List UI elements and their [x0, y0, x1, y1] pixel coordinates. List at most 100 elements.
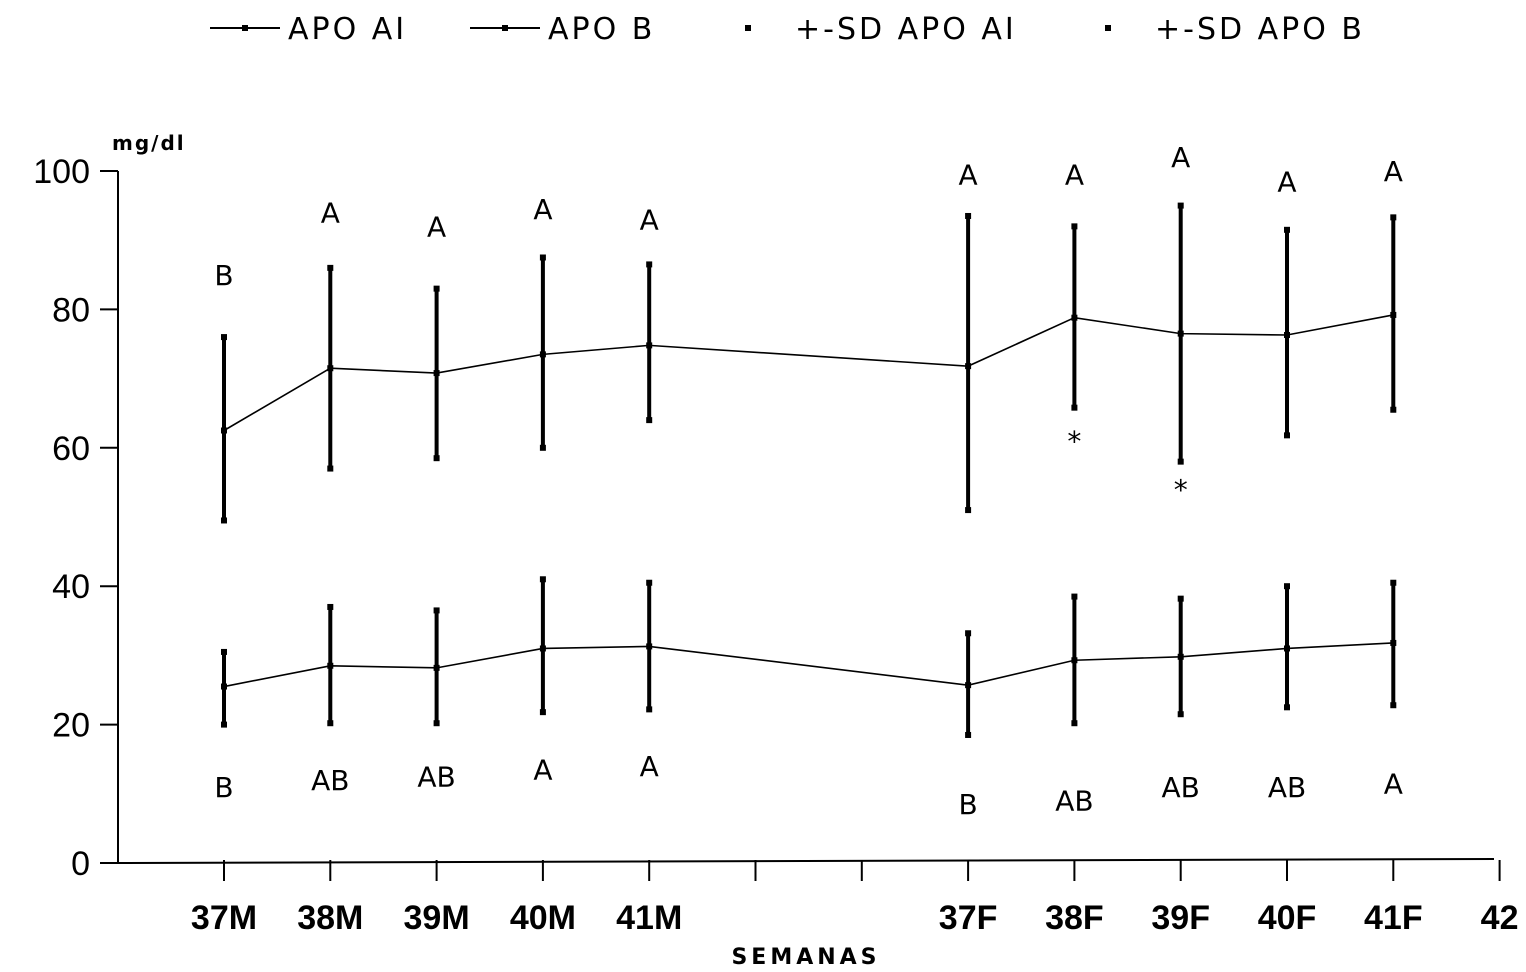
- significance-letter: A: [533, 193, 552, 226]
- legend-point-swatch: [502, 25, 508, 31]
- significance-letter: AB: [417, 761, 455, 794]
- series-2: [221, 576, 1397, 738]
- data-point: [221, 683, 227, 690]
- sd-upper-marker: [1177, 595, 1184, 602]
- annotation-asterisk: *: [1067, 425, 1081, 458]
- data-point: [965, 363, 972, 370]
- legend-label: +-SD APO AI: [795, 12, 1017, 47]
- x-tick-label: 38F: [1045, 899, 1104, 937]
- legend-entry: +-SD APO AI: [745, 12, 1017, 47]
- significance-letter: AB: [1268, 771, 1306, 804]
- sd-lower-marker: [1284, 432, 1290, 439]
- sd-lower-marker: [1071, 720, 1078, 727]
- significance-letter: B: [214, 259, 233, 292]
- x-tick-label: 42: [1481, 899, 1519, 937]
- x-tick-label: 40M: [510, 899, 576, 937]
- legend-label: APO AI: [288, 12, 407, 47]
- x-axis-line: [117, 858, 1495, 864]
- significance-letter: AB: [311, 764, 349, 797]
- legend: APO AI APO B +-SD APO AI +-SD APO B: [210, 12, 1365, 47]
- annotation-asterisk: *: [1174, 473, 1188, 506]
- sd-lower-marker: [646, 706, 653, 713]
- sd-lower-marker: [1284, 704, 1290, 711]
- sd-upper-marker: [433, 607, 440, 614]
- legend-point-swatch: [242, 25, 248, 31]
- data-point: [646, 342, 653, 349]
- data-point: [539, 351, 546, 358]
- sd-upper-marker: [221, 648, 227, 655]
- significance-letter: A: [1277, 165, 1296, 198]
- data-point: [539, 645, 546, 652]
- data-point: [1071, 657, 1078, 664]
- sd-lower-marker: [965, 507, 972, 514]
- sd-upper-marker: [1071, 593, 1078, 600]
- y-tick-label: 80: [52, 291, 90, 329]
- legend-marker-swatch: [1105, 25, 1111, 31]
- sd-upper-marker: [327, 264, 334, 271]
- data-point: [327, 662, 334, 669]
- significance-letter: A: [321, 197, 340, 230]
- significance-letter: A: [959, 158, 978, 191]
- sd-lower-marker: [433, 455, 440, 462]
- sd-upper-marker: [965, 212, 972, 219]
- sd-upper-marker: [646, 579, 653, 586]
- significance-letter: A: [1171, 141, 1190, 174]
- data-point: [433, 370, 440, 377]
- sd-upper-marker: [1390, 214, 1397, 221]
- sd-upper-marker: [539, 576, 546, 583]
- significance-letter: AB: [1055, 785, 1093, 818]
- data-point: [327, 365, 334, 372]
- significance-letter: A: [427, 210, 446, 243]
- significance-letter: A: [1384, 767, 1403, 800]
- sd-lower-marker: [1177, 711, 1184, 718]
- significance-letter: A: [1384, 155, 1403, 188]
- significance-letter: AB: [1162, 771, 1200, 804]
- axes: 0 20 40 60 80 100 mg/dl 37M 38M 39M 40M 41M 37F 38F 39…: [33, 131, 1518, 970]
- sd-lower-marker: [965, 731, 972, 738]
- sd-lower-marker: [327, 720, 334, 727]
- x-tick-label: 39F: [1151, 899, 1210, 937]
- x-tick-label: 37F: [939, 899, 998, 937]
- sd-upper-marker: [327, 603, 334, 610]
- data-point: [1390, 639, 1397, 646]
- series-1: [221, 202, 1397, 524]
- sd-upper-marker: [1177, 202, 1184, 209]
- significance-letters: BA AA AA AAA AB AB AB A AB AB AB AB A**: [214, 141, 1402, 821]
- sd-upper-marker: [965, 630, 972, 637]
- significance-letter: A: [640, 203, 659, 236]
- sd-lower-marker: [1071, 404, 1078, 411]
- y-tick-label: 100: [33, 153, 90, 191]
- data-point: [433, 664, 440, 671]
- sd-upper-marker: [539, 254, 546, 261]
- legend-entry: APO AI: [210, 12, 407, 47]
- legend-marker-swatch: [745, 25, 751, 31]
- sd-upper-marker: [1071, 223, 1078, 230]
- x-tick-label: 37M: [191, 899, 257, 937]
- sd-upper-marker: [1284, 583, 1290, 590]
- sd-lower-marker: [433, 720, 440, 727]
- legend-label: +-SD APO B: [1155, 12, 1365, 47]
- data-point: [1284, 332, 1290, 339]
- legend-entry: +-SD APO B: [1105, 12, 1365, 47]
- sd-lower-marker: [327, 465, 334, 472]
- sd-lower-marker: [1390, 702, 1397, 709]
- sd-lower-marker: [221, 721, 227, 728]
- sd-lower-marker: [539, 709, 546, 716]
- y-tick-label: 60: [52, 430, 90, 468]
- data-point: [1390, 311, 1397, 318]
- sd-lower-marker: [646, 417, 653, 424]
- significance-letter: B: [958, 788, 977, 821]
- data-point: [965, 682, 972, 689]
- y-tick-label: 40: [52, 568, 90, 606]
- data-point: [1177, 330, 1184, 337]
- sd-upper-marker: [646, 261, 653, 268]
- data-point: [1284, 645, 1290, 652]
- x-tick-label: 41F: [1364, 899, 1423, 937]
- y-tick-label: 20: [52, 707, 90, 745]
- y-tick-label: 0: [71, 845, 90, 883]
- x-tick-label: 39M: [404, 899, 470, 937]
- sd-upper-marker: [1390, 579, 1397, 586]
- significance-letter: A: [640, 750, 659, 783]
- sd-lower-marker: [1177, 458, 1184, 465]
